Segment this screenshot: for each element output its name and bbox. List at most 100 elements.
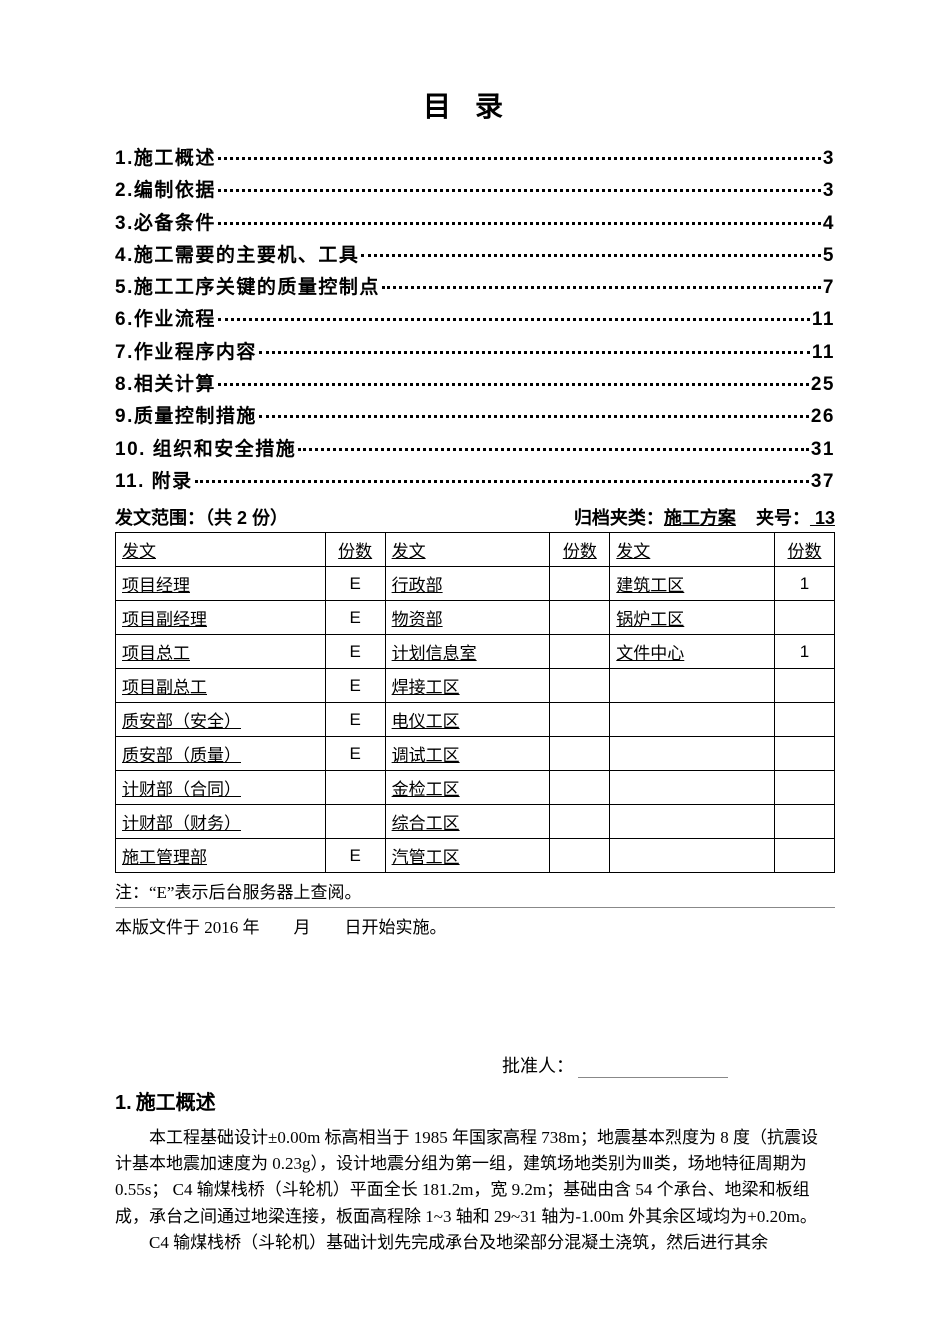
scope-label: 发文范围：（共 2 份） bbox=[115, 504, 288, 530]
toc-dots bbox=[218, 222, 821, 225]
toc-label: 11. 附录 bbox=[115, 466, 193, 498]
table-cell: 综合工区 bbox=[385, 805, 550, 839]
table-cell: E bbox=[325, 567, 385, 601]
table-cell bbox=[775, 737, 835, 771]
table-cell bbox=[550, 703, 610, 737]
table-row: 项目副总工E焊接工区 bbox=[116, 669, 835, 703]
toc-dots bbox=[218, 189, 821, 192]
table-cell: 建筑工区 bbox=[610, 567, 775, 601]
table-cell bbox=[325, 805, 385, 839]
distribution-header: 发文范围：（共 2 份） 归档夹类：施工方案 夹号： 13 bbox=[115, 504, 835, 530]
table-cell: 1 bbox=[775, 567, 835, 601]
toc-page: 11 bbox=[812, 337, 835, 369]
table-cell bbox=[550, 635, 610, 669]
toc-page: 11 bbox=[812, 304, 835, 336]
approver: 批准人： bbox=[115, 1052, 835, 1078]
toc-dots bbox=[259, 415, 809, 418]
table-cell bbox=[775, 703, 835, 737]
toc-dots bbox=[195, 480, 809, 483]
table-cell bbox=[550, 839, 610, 873]
table-header: 份数 bbox=[325, 533, 385, 567]
toc-page: 3 bbox=[823, 143, 835, 175]
toc-item: 11. 附录37 bbox=[115, 466, 835, 498]
table-row: 质安部（安全）E电仪工区 bbox=[116, 703, 835, 737]
table-header: 份数 bbox=[775, 533, 835, 567]
table-cell bbox=[550, 771, 610, 805]
table-cell: E bbox=[325, 839, 385, 873]
toc-label: 7.作业程序内容 bbox=[115, 337, 257, 369]
table-cell: 金检工区 bbox=[385, 771, 550, 805]
table-cell: 焊接工区 bbox=[385, 669, 550, 703]
toc-label: 1.施工概述 bbox=[115, 143, 216, 175]
table-cell: 调试工区 bbox=[385, 737, 550, 771]
table-cell: 汽管工区 bbox=[385, 839, 550, 873]
table-cell: 电仪工区 bbox=[385, 703, 550, 737]
toc-page: 7 bbox=[823, 272, 835, 304]
toc-item: 9.质量控制措施26 bbox=[115, 401, 835, 433]
table-cell bbox=[550, 737, 610, 771]
table-cell: E bbox=[325, 635, 385, 669]
toc-label: 10. 组织和安全措施 bbox=[115, 434, 296, 466]
toc-dots bbox=[361, 254, 821, 257]
toc-label: 9.质量控制措施 bbox=[115, 401, 257, 433]
toc-item: 1.施工概述 3 bbox=[115, 143, 835, 175]
table-row: 项目总工E计划信息室文件中心1 bbox=[116, 635, 835, 669]
table-cell: 文件中心 bbox=[610, 635, 775, 669]
toc-page: 25 bbox=[811, 369, 835, 401]
toc-label: 6.作业流程 bbox=[115, 304, 216, 336]
table-cell bbox=[550, 567, 610, 601]
toc-label: 4.施工需要的主要机、工具 bbox=[115, 240, 359, 272]
table-header: 份数 bbox=[550, 533, 610, 567]
table-cell bbox=[775, 669, 835, 703]
table-cell: E bbox=[325, 601, 385, 635]
table-cell: E bbox=[325, 737, 385, 771]
toc-dots bbox=[218, 383, 809, 386]
table-cell bbox=[610, 771, 775, 805]
toc-dots bbox=[382, 286, 821, 289]
table-row: 项目经理E行政部建筑工区1 bbox=[116, 567, 835, 601]
toc-item: 7.作业程序内容 11 bbox=[115, 337, 835, 369]
divider bbox=[115, 907, 835, 908]
toc-page: 3 bbox=[823, 175, 835, 207]
table-cell bbox=[550, 805, 610, 839]
table-cell bbox=[775, 771, 835, 805]
toc-item: 10. 组织和安全措施 31 bbox=[115, 434, 835, 466]
table-cell: 计财部（财务） bbox=[116, 805, 326, 839]
toc-item: 8.相关计算 25 bbox=[115, 369, 835, 401]
table-cell: 物资部 bbox=[385, 601, 550, 635]
table-cell bbox=[325, 771, 385, 805]
table-header: 发文 bbox=[116, 533, 326, 567]
table-cell bbox=[610, 839, 775, 873]
toc-dots bbox=[218, 318, 810, 321]
toc-page: 31 bbox=[811, 434, 835, 466]
table-header: 发文 bbox=[610, 533, 775, 567]
toc-label: 3.必备条件 bbox=[115, 208, 216, 240]
table-cell: 质安部（质量） bbox=[116, 737, 326, 771]
toc-dots bbox=[218, 157, 821, 160]
table-cell: 项目副经理 bbox=[116, 601, 326, 635]
archive-info: 归档夹类：施工方案 夹号： 13 bbox=[574, 504, 835, 530]
toc-label: 8.相关计算 bbox=[115, 369, 216, 401]
toc-item: 6.作业流程 11 bbox=[115, 304, 835, 336]
table-cell: 1 bbox=[775, 635, 835, 669]
note-date: 本版文件于 2016 年 月 日开始实施。 bbox=[115, 914, 835, 941]
toc-page: 5 bbox=[823, 240, 835, 272]
table-row: 计财部（财务） 综合工区 bbox=[116, 805, 835, 839]
table-cell bbox=[610, 737, 775, 771]
distribution-table: 发文份数发文份数发文份数 项目经理E行政部建筑工区1项目副经理E物资部锅炉工区项… bbox=[115, 532, 835, 873]
table-cell: E bbox=[325, 669, 385, 703]
paragraph: C4 输煤栈桥（斗轮机）基础计划先完成承台及地梁部分混凝土浇筑，然后进行其余 bbox=[115, 1230, 835, 1256]
table-cell bbox=[550, 601, 610, 635]
table-cell: 项目副总工 bbox=[116, 669, 326, 703]
table-header: 发文 bbox=[385, 533, 550, 567]
table-row: 计财部（合同）金检工区 bbox=[116, 771, 835, 805]
toc-label: 2.编制依据 bbox=[115, 175, 216, 207]
paragraph: 本工程基础设计±0.00m 标高相当于 1985 年国家高程 738m；地震基本… bbox=[115, 1125, 835, 1230]
toc-item: 2.编制依据 3 bbox=[115, 175, 835, 207]
note-e: 注：“E”表示后台服务器上查阅。 bbox=[115, 879, 835, 906]
table-cell: 计划信息室 bbox=[385, 635, 550, 669]
toc-label: 5.施工工序关键的质量控制点 bbox=[115, 272, 380, 304]
toc-dots bbox=[259, 351, 810, 354]
table-row: 质安部（质量）E调试工区 bbox=[116, 737, 835, 771]
toc-item: 5.施工工序关键的质量控制点 7 bbox=[115, 272, 835, 304]
